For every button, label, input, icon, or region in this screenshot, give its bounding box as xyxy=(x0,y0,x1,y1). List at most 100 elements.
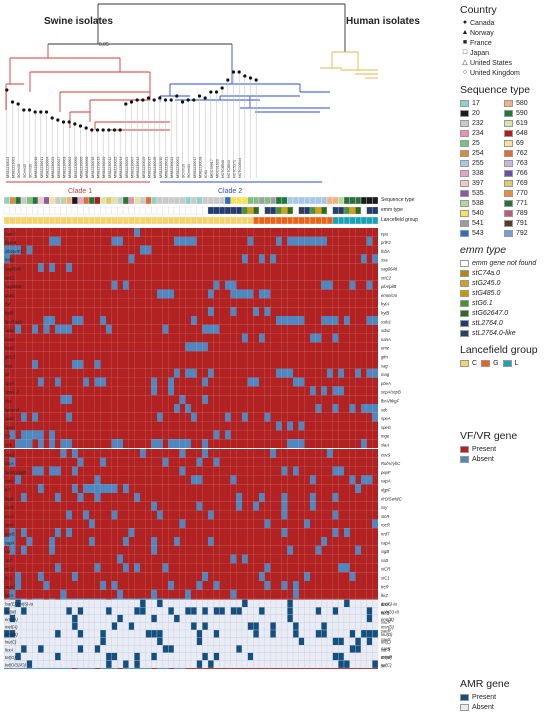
isolate-label: MS82230029 xyxy=(142,157,146,178)
heatmap-cell xyxy=(224,599,231,608)
sequence-type-cell xyxy=(134,196,141,205)
heatmap-cell xyxy=(21,572,27,581)
heatmap-cell xyxy=(191,404,197,413)
emm-type-cell xyxy=(326,206,333,215)
heatmap-cell xyxy=(77,360,84,369)
heatmap-cell xyxy=(309,622,316,631)
heatmap-cell xyxy=(43,280,50,290)
heatmap-cell xyxy=(117,360,123,369)
heatmap-cell xyxy=(117,395,123,404)
heatmap-cell xyxy=(293,501,299,511)
heatmap-cell xyxy=(21,501,27,511)
heatmap-cell xyxy=(213,421,220,431)
heatmap-cell xyxy=(83,377,89,387)
heatmap-cell xyxy=(100,589,106,599)
heatmap-cell xyxy=(32,622,39,631)
heatmap-cell xyxy=(89,493,95,502)
heatmap-cell xyxy=(168,236,174,246)
heatmap-cell xyxy=(219,484,225,493)
heatmap-cell xyxy=(224,645,231,653)
heatmap-cell xyxy=(191,589,197,599)
emm-type-cell xyxy=(213,206,220,215)
gene-label-right: hylA xyxy=(381,302,389,307)
heatmap-cell xyxy=(117,629,124,638)
heatmap-cell xyxy=(77,484,84,493)
heatmap-cell xyxy=(355,386,361,396)
heatmap-cell xyxy=(219,510,225,520)
heatmap-cell xyxy=(372,563,378,573)
heatmap-cell xyxy=(49,386,55,396)
heatmap-cell xyxy=(259,404,265,413)
heatmap-cell xyxy=(304,545,310,555)
heatmap-cell xyxy=(32,342,38,352)
heatmap-cell xyxy=(174,272,180,281)
heatmap-cell xyxy=(94,637,101,646)
heatmap-cell xyxy=(310,307,316,316)
heatmap-cell xyxy=(111,333,118,343)
heatmap-cell xyxy=(185,519,191,529)
lancefield-cell xyxy=(37,216,44,225)
heatmap-cell xyxy=(321,563,327,573)
heatmap-cell xyxy=(9,581,16,590)
heatmap-cell xyxy=(157,501,163,511)
heatmap-cell xyxy=(145,430,152,440)
heatmap-cell xyxy=(332,645,339,653)
heatmap-cell xyxy=(270,637,277,646)
heatmap-cell xyxy=(287,510,293,520)
sequence-type-cell xyxy=(156,196,163,205)
heatmap-cell xyxy=(361,545,367,555)
legend-swatch xyxy=(504,219,513,227)
lancefield-cell xyxy=(105,216,112,225)
heatmap-cell xyxy=(111,439,118,448)
heatmap-cell xyxy=(242,351,248,360)
heatmap-cell xyxy=(43,599,50,608)
heatmap-cell xyxy=(287,412,293,422)
heatmap-cell xyxy=(83,404,89,413)
heatmap-cell xyxy=(242,519,248,529)
heatmap-cell xyxy=(344,581,350,590)
heatmap-cell xyxy=(332,528,339,537)
gene-label-left: csrR xyxy=(5,505,14,510)
tip-marker xyxy=(146,96,151,100)
heatmap-cell xyxy=(94,545,101,555)
heatmap-cell xyxy=(191,475,197,485)
heatmap-cell xyxy=(32,537,38,546)
heatmap-cell xyxy=(360,645,367,653)
heatmap-cell xyxy=(242,466,248,476)
heatmap-cell xyxy=(100,254,106,264)
heatmap-cell xyxy=(60,563,67,573)
lancefield-cell xyxy=(190,216,197,225)
heatmap-cell xyxy=(83,342,89,352)
heatmap-cell xyxy=(276,404,282,413)
heatmap-cell xyxy=(253,614,260,623)
heatmap-cell xyxy=(259,545,265,555)
heatmap-cell xyxy=(111,289,118,299)
heatmap-cell xyxy=(173,622,180,631)
heatmap-cell xyxy=(89,412,95,422)
heatmap-cell xyxy=(117,622,124,631)
heatmap-cell xyxy=(196,342,203,352)
heatmap-cell xyxy=(89,245,95,255)
heatmap-cell xyxy=(264,386,271,396)
tip-marker xyxy=(84,126,88,130)
heatmap-cell xyxy=(162,430,169,440)
heatmap-cell xyxy=(88,637,95,646)
heatmap-cell xyxy=(26,637,33,646)
lancefield-cell xyxy=(88,216,95,225)
heatmap-cell xyxy=(15,449,21,458)
heatmap-cell xyxy=(287,289,293,299)
heatmap-cell xyxy=(94,333,101,343)
heatmap-cell xyxy=(287,466,293,476)
heatmap-cell xyxy=(66,475,72,485)
heatmap-cell xyxy=(168,466,174,476)
heatmap-cell xyxy=(355,457,361,467)
heatmap-cell xyxy=(32,351,38,360)
gene-label-left: covS xyxy=(5,452,15,457)
emm-type-cell xyxy=(117,206,124,215)
heatmap-cell xyxy=(94,368,101,378)
tip-marker xyxy=(158,96,162,100)
heatmap-cell xyxy=(26,528,33,537)
heatmap-cell xyxy=(83,563,89,573)
heatmap-cell xyxy=(213,404,220,413)
